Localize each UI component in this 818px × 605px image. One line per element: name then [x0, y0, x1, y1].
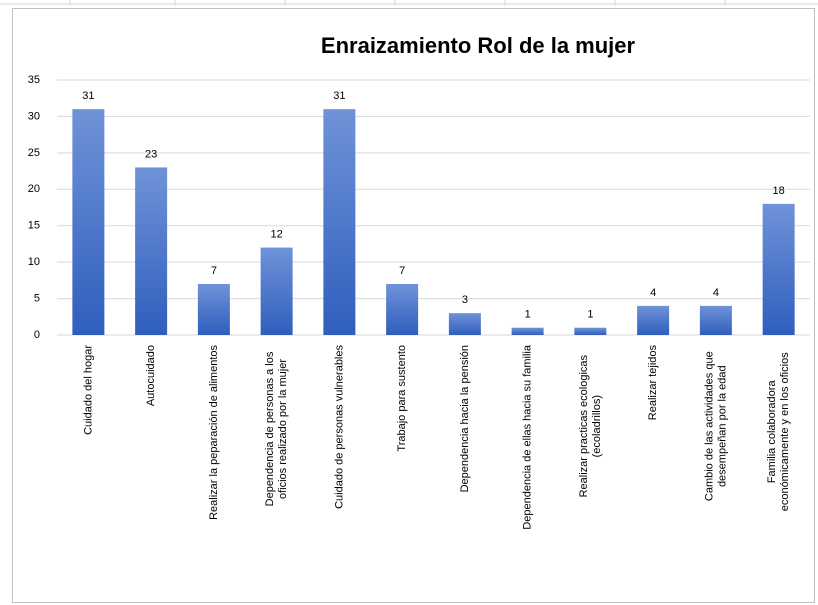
- data-label: 18: [773, 185, 785, 197]
- data-label: 3: [462, 294, 468, 306]
- x-tick-label: Realizar tejidos: [647, 345, 659, 421]
- data-label: 1: [525, 309, 531, 321]
- data-label: 7: [399, 265, 405, 277]
- y-tick-label: 30: [28, 110, 40, 122]
- x-tick-label: Autocuidado: [145, 345, 157, 406]
- x-tick-label: Dependencia hacia la pensión: [459, 345, 471, 492]
- y-tick-label: 10: [28, 256, 40, 268]
- bar: [386, 284, 419, 335]
- x-tick-label: Cambio de las actividades quedesempeñan …: [703, 351, 728, 501]
- bar: [197, 284, 230, 335]
- y-tick-label: 15: [28, 220, 40, 232]
- bar: [448, 313, 481, 335]
- y-tick-label: 0: [34, 329, 40, 341]
- data-label: 7: [211, 265, 217, 277]
- y-tick-label: 20: [28, 183, 40, 195]
- data-label: 4: [713, 287, 719, 299]
- y-tick-label: 5: [34, 292, 40, 304]
- x-tick-label: Cuidado de personas vulnerables: [333, 345, 345, 509]
- x-tick-label: Dependencia de ellas hacia su familia: [522, 344, 534, 530]
- bar: [574, 327, 607, 335]
- data-label: 1: [587, 309, 593, 321]
- bar: [135, 167, 168, 335]
- data-label: 31: [333, 90, 345, 102]
- data-label: 23: [145, 148, 157, 160]
- x-tick-label: Realizar practicas ecologicas(ecoladrill…: [578, 354, 603, 497]
- y-tick-label: 25: [28, 147, 40, 159]
- bar: [260, 247, 293, 335]
- data-label: 12: [271, 228, 283, 240]
- bar: [511, 327, 544, 335]
- bar: [762, 203, 795, 335]
- data-label: 31: [82, 90, 94, 102]
- x-tick-label: Familia colaboradoraeconómicamente y en …: [766, 352, 791, 511]
- x-tick-label: Realizar la peparación de alimentos: [208, 345, 220, 520]
- bar: [323, 109, 356, 336]
- bar: [72, 109, 105, 336]
- chart-title: Enraizamiento Rol de la mujer: [321, 33, 636, 58]
- y-tick-label: 35: [28, 74, 40, 86]
- x-tick-label: Trabajo para sustento: [396, 345, 408, 452]
- bar: [637, 305, 670, 335]
- x-tick-label: Cuidado del hogar: [82, 345, 94, 435]
- sheet-grid: [0, 0, 818, 6]
- data-label: 4: [650, 287, 656, 299]
- x-tick-label: Dependencia de personas a losoficios rea…: [264, 351, 289, 506]
- bar: [699, 305, 732, 335]
